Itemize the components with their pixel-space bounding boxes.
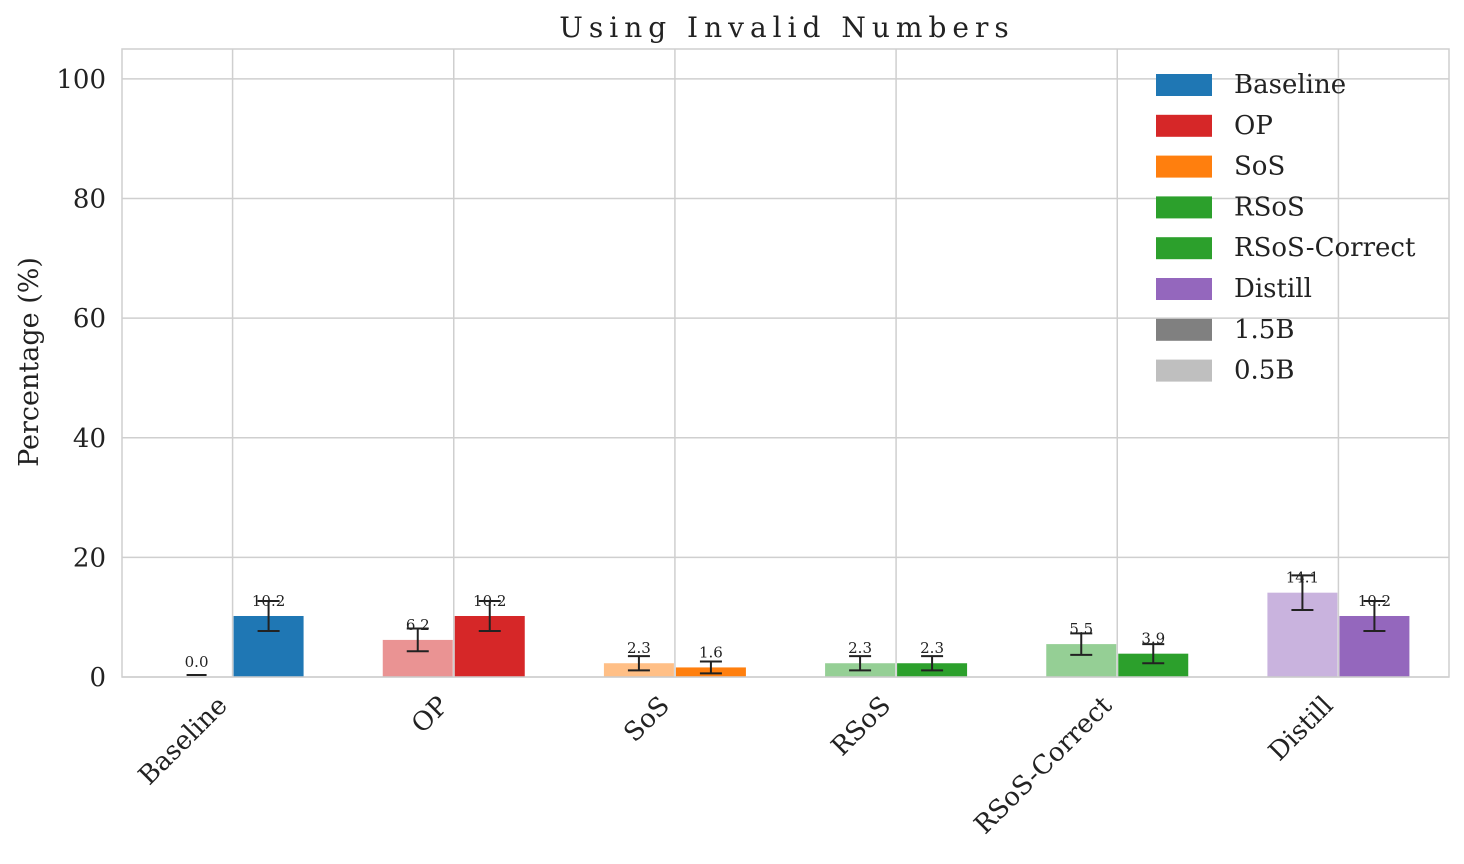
legend-swatch: [1156, 74, 1212, 96]
legend-swatch: [1156, 359, 1212, 382]
error-bar: [1142, 643, 1165, 665]
x-tick-label: Baseline: [133, 691, 233, 791]
legend-swatch: [1156, 278, 1212, 300]
error-bar: [257, 600, 280, 632]
error-bar: [699, 660, 722, 675]
grid: [122, 49, 1449, 678]
legend-swatch: [1156, 237, 1212, 260]
data-label: 10.2: [252, 592, 285, 610]
y-axis-label: Percentage (%): [14, 257, 45, 467]
error-bar: [921, 655, 944, 672]
y-tick-label: 80: [73, 185, 106, 215]
data-label: 3.9: [1141, 630, 1165, 648]
data-label: 10.2: [473, 592, 506, 610]
data-label: 2.3: [920, 639, 944, 657]
data-label: 0.0: [185, 653, 209, 671]
error-bar: [849, 655, 872, 672]
data-labels: 0.0 10.2 6.2 10.2 2.3 1.6 2.3 2.3 5.5 3.9 14.1 10.2: [185, 569, 1391, 671]
y-tick-label: 100: [56, 65, 106, 95]
y-tick-label: 0: [89, 663, 106, 693]
legend-swatch: [1156, 318, 1212, 341]
legend-label: SoS: [1234, 152, 1285, 182]
error-bar: [1291, 574, 1314, 612]
legend-label: RSoS: [1234, 192, 1305, 222]
error-bar: [478, 600, 501, 632]
error-bar: [406, 627, 429, 653]
error-bar: [1363, 600, 1386, 632]
bar-1.5B-RSoS-Correct: [1118, 653, 1189, 677]
legend-label: RSoS-Correct: [1234, 233, 1416, 263]
data-label: 2.3: [627, 639, 651, 657]
error-bar: [1070, 632, 1093, 656]
error-bar: [627, 655, 650, 672]
legend-label: 0.5B: [1234, 356, 1294, 386]
legend-label: 1.5B: [1234, 315, 1294, 345]
legend: Baseline OP SoS RSoS RSoS-Correct Distill 1.5B…: [1156, 70, 1416, 386]
data-label: 2.3: [848, 639, 872, 657]
legend-label: Baseline: [1234, 70, 1346, 100]
legend-label: Distill: [1234, 274, 1312, 304]
data-label: 6.2: [406, 616, 430, 634]
y-tick-label: 20: [73, 543, 106, 573]
x-tick-label: Distill: [1263, 691, 1339, 767]
data-label: 5.5: [1069, 620, 1093, 638]
x-tick-label: RSoS: [826, 691, 897, 762]
bars: [186, 574, 1410, 677]
chart-title: Using Invalid Numbers: [559, 11, 1014, 44]
x-tick-label: OP: [406, 691, 455, 740]
plot-frame: [121, 48, 1450, 678]
data-label: 10.2: [1358, 592, 1391, 610]
legend-label: OP: [1234, 111, 1273, 141]
data-label: 1.6: [699, 643, 723, 661]
legend-swatch: [1156, 114, 1212, 137]
y-tick-label: 40: [73, 424, 106, 454]
legend-swatch: [1156, 155, 1212, 178]
x-tick-label: RSoS-Correct: [969, 690, 1119, 840]
x-tick-label: SoS: [618, 691, 675, 748]
y-tick-label: 60: [73, 304, 106, 334]
legend-swatch: [1156, 196, 1212, 219]
data-label: 14.1: [1286, 569, 1319, 587]
